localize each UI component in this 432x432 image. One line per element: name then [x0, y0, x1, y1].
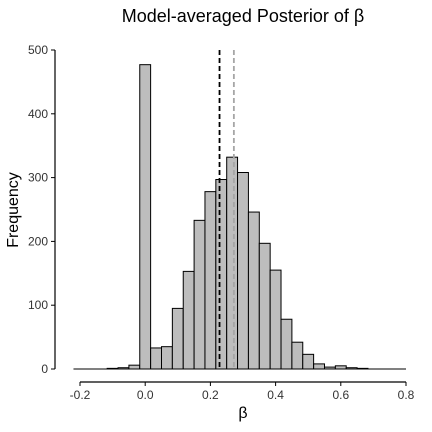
- histogram-bar-4: [150, 347, 162, 370]
- histogram-bar-19: [313, 363, 326, 370]
- histogram-bar-22: [345, 367, 358, 370]
- histogram-bar-17: [291, 341, 304, 370]
- y-axis-label: Frequency: [5, 172, 22, 248]
- histogram-bars: [73, 64, 406, 370]
- histogram-bar-16: [280, 318, 293, 370]
- histogram-bar-23: [356, 367, 369, 370]
- histogram-bar-3: [139, 64, 152, 370]
- histogram-bar-20: [324, 366, 336, 370]
- x-axis-ticks: -0.2 0.0 0.2 0.4 0.6 0.8: [70, 382, 415, 402]
- histogram-bar-8: [193, 219, 206, 370]
- histogram-bar-1: [117, 367, 130, 370]
- reference-lines: [218, 50, 235, 369]
- y-tick-label-2: 200: [28, 234, 48, 248]
- y-tick-label-5: 500: [28, 43, 48, 57]
- y-tick-label-0: 0: [41, 362, 48, 376]
- x-axis-label: β: [238, 405, 247, 422]
- histogram-bar-6: [171, 307, 184, 370]
- histogram-bar-9: [204, 191, 217, 370]
- histogram-bar-15: [269, 269, 282, 370]
- chart-title: Model-averaged Posterior of β: [122, 6, 364, 26]
- histogram-bar-10: [215, 179, 228, 370]
- y-tick-label-3: 300: [28, 171, 48, 185]
- x-tick-label-2: 0.2: [202, 388, 219, 402]
- y-tick-label-1: 100: [28, 298, 48, 312]
- y-axis-ticks: 0 100 200 300 400 500: [28, 43, 55, 376]
- y-tick-label-4: 400: [28, 107, 48, 121]
- x-tick-label-0: -0.2: [70, 388, 91, 402]
- histogram-bar-13: [247, 211, 260, 370]
- histogram-bar-2: [128, 364, 141, 370]
- x-tick-label-3: 0.4: [267, 388, 284, 402]
- histogram-bar-12: [237, 172, 249, 370]
- histogram-bar-7: [182, 270, 195, 370]
- histogram-bar-14: [258, 242, 271, 370]
- histogram-bar-5: [161, 346, 173, 370]
- x-tick-label-1: 0.0: [137, 388, 154, 402]
- histogram-bar-11: [226, 156, 239, 370]
- x-tick-label-5: 0.8: [398, 388, 415, 402]
- x-tick-label-4: 0.6: [332, 388, 349, 402]
- histogram-bar-21: [334, 365, 347, 370]
- histogram-bar-18: [302, 353, 315, 370]
- histogram-bar-0: [106, 367, 119, 370]
